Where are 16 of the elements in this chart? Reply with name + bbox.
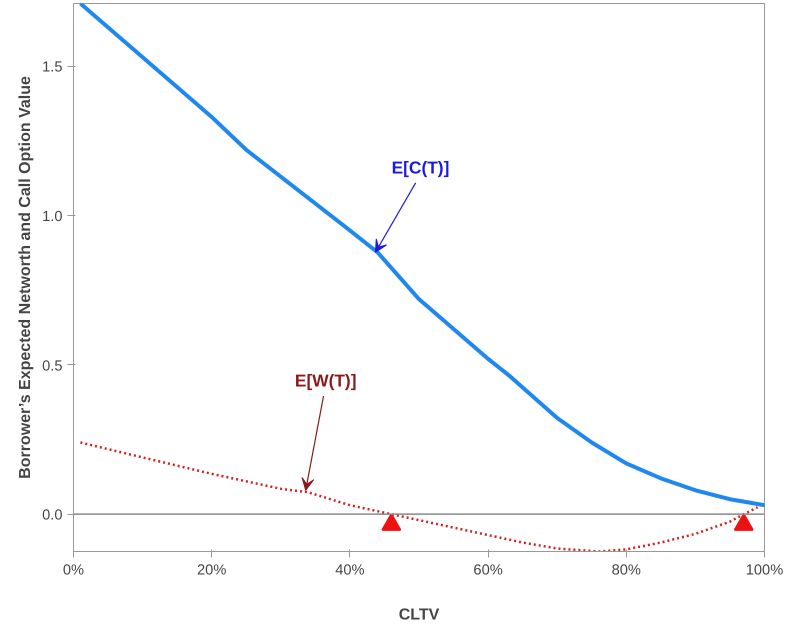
line-series [78, 4, 764, 508]
line-series [79, 441, 759, 552]
y-tick-label: 1.5 [42, 60, 62, 76]
y-tick-label: 0.5 [42, 358, 62, 374]
x-tick-label: 60% [473, 562, 503, 578]
x-tick-label: 100% [746, 562, 784, 578]
annotation: E[C(T)] [392, 157, 450, 178]
x-tick-label: 40% [335, 562, 365, 578]
x-tick-label: 20% [197, 562, 226, 578]
x-tick-label: 80% [612, 562, 641, 578]
x-axis-title: CLTV [398, 606, 440, 624]
y-tick-label: 1.0 [42, 209, 62, 226]
annotation: E[W(T)] [294, 370, 356, 390]
x-tick-label: 0% [62, 562, 84, 578]
y-tick-label: 0.0 [42, 508, 62, 524]
y-axis-title: Borrower’s Expected Networth and Call Option Value [17, 76, 34, 479]
